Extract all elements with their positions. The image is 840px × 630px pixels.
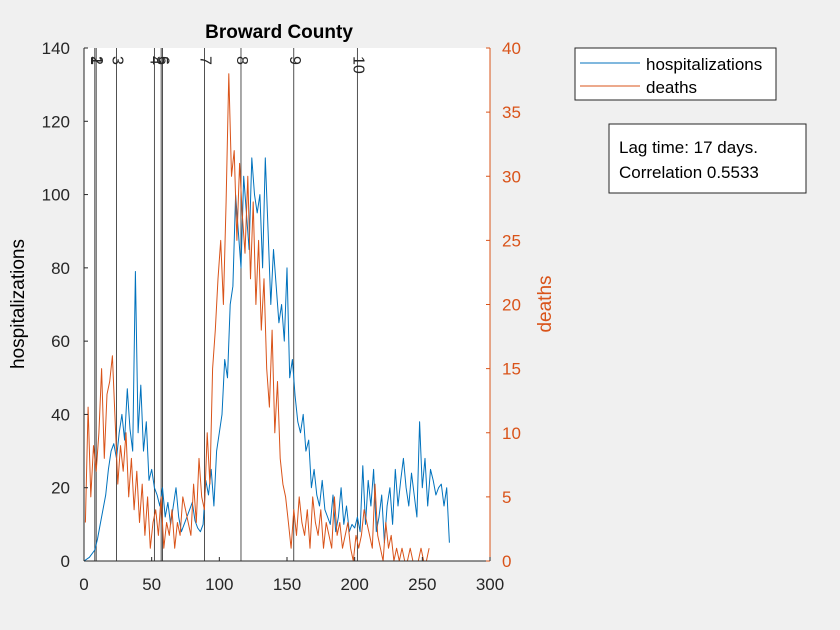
chart-title: Broward County (205, 22, 353, 43)
left-tick-label: 140 (42, 39, 70, 58)
legend-box (574, 47, 777, 101)
legend[interactable]: hospitalizations deaths (574, 47, 777, 101)
vertical-lines: 12 3 456 7 8 9 10 (87, 48, 366, 561)
right-tick-label: 10 (502, 424, 521, 443)
right-tick-label: 40 (502, 39, 521, 58)
right-tick-label: 35 (502, 103, 521, 122)
event-label-7: 7 (196, 56, 213, 65)
bottom-tick-label: 200 (340, 575, 368, 594)
series-layer (83, 73, 450, 562)
event-label-8: 8 (233, 56, 250, 65)
right-tick-label: 20 (502, 296, 521, 315)
bottom-tick-label: 100 (205, 575, 233, 594)
left-tick-label: 80 (51, 259, 70, 278)
right-tick-label: 5 (502, 488, 511, 507)
plot-area (84, 48, 490, 561)
event-label-1: 1 (87, 56, 104, 65)
left-ticks: 0 20 40 60 80 100 120 140 (42, 39, 88, 571)
y-axis-label-right: deaths (535, 275, 556, 332)
left-tick-label: 120 (42, 112, 70, 131)
right-tick-label: 25 (502, 231, 521, 250)
series-line-deaths (84, 73, 430, 562)
bottom-tick-label: 50 (142, 575, 161, 594)
right-tick-label: 0 (502, 552, 511, 571)
event-label-4: 4 (146, 56, 163, 65)
annotation-correlation: Correlation 0.5533 (619, 163, 759, 182)
annotation-border (608, 123, 807, 194)
event-label-6: 6 (154, 56, 171, 65)
bottom-tick-label: 150 (273, 575, 301, 594)
annotation-box: Lag time: 17 days. Correlation 0.5533 (608, 123, 807, 194)
series-line-hospitalizations (83, 157, 450, 562)
event-label-9: 9 (286, 56, 303, 65)
left-tick-label: 40 (51, 405, 70, 424)
event-label-5: 5 (153, 56, 170, 65)
annotation-lag-time: Lag time: 17 days. (619, 138, 758, 157)
event-label-3: 3 (108, 56, 125, 65)
bottom-tick-label: 0 (79, 575, 88, 594)
event-label-2: 2 (88, 56, 105, 65)
right-ticks: 0 5 10 15 20 25 30 35 40 (486, 39, 521, 571)
legend-label-deaths: deaths (646, 78, 697, 97)
bottom-tick-label: 250 (408, 575, 436, 594)
y-axis-label-left: hospitalizations (8, 239, 29, 369)
event-label-10: 10 (349, 56, 366, 74)
left-tick-label: 100 (42, 186, 70, 205)
left-tick-label: 20 (51, 479, 70, 498)
legend-label-hospitalizations: hospitalizations (646, 55, 762, 74)
bottom-ticks: 0 50 100 150 200 250 300 (79, 557, 504, 594)
bottom-tick-label: 300 (476, 575, 504, 594)
left-tick-label: 60 (51, 332, 70, 351)
right-tick-label: 30 (502, 167, 521, 186)
left-tick-label: 0 (61, 552, 70, 571)
right-tick-label: 15 (502, 360, 521, 379)
